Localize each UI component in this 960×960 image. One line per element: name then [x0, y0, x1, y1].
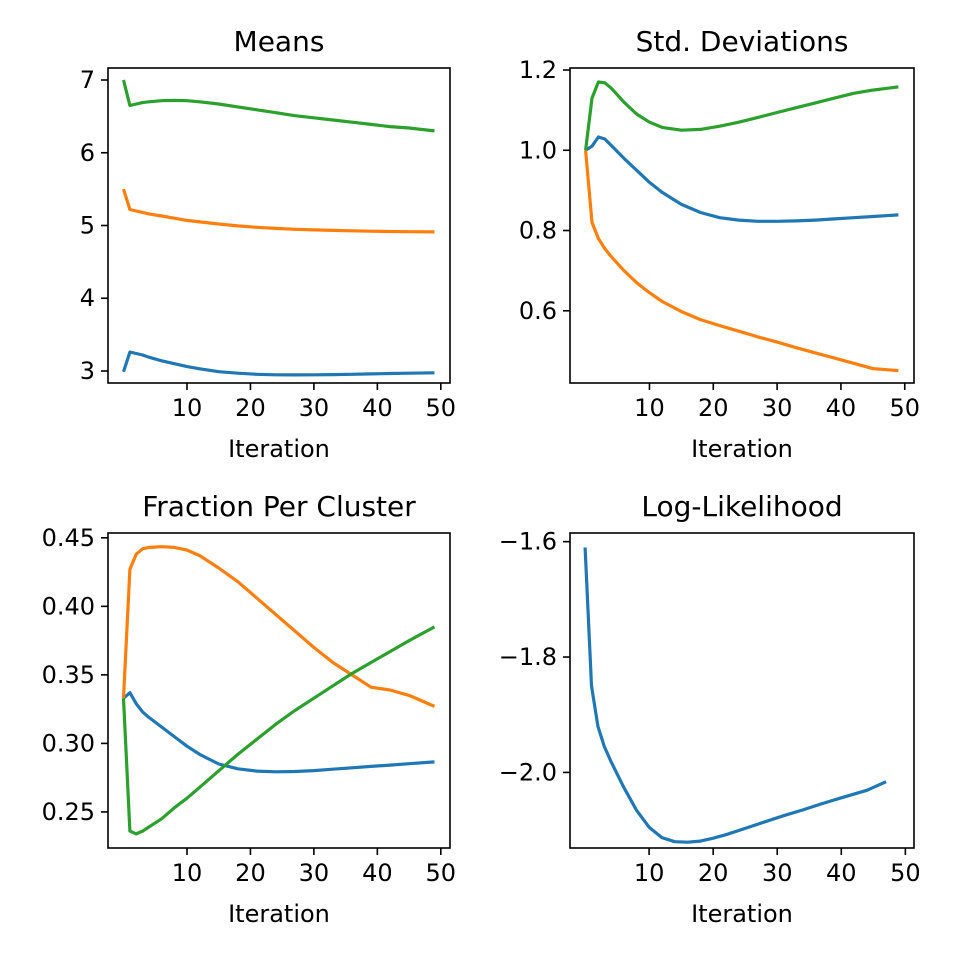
x-axis-label: Iteration — [228, 435, 330, 463]
subplot-1: Means 10 20 30 40 50 3 4 5 6 7 Iteration — [80, 25, 456, 463]
series-line-1 — [583, 547, 887, 844]
y-tick-label: 0.45 — [42, 524, 95, 552]
series-line-2 — [121, 188, 435, 234]
x-tick-label: 50 — [426, 859, 457, 887]
series-line-1 — [121, 350, 435, 377]
y-tick-label: 0.30 — [42, 729, 95, 757]
x-tick-label: 50 — [890, 859, 921, 887]
y-tick-label: 1.0 — [519, 136, 557, 164]
y-tick-label: 4 — [80, 284, 95, 312]
x-axis-label: Iteration — [691, 900, 793, 928]
x-tick-label: 30 — [299, 394, 330, 422]
x-tick-label: 20 — [235, 859, 266, 887]
x-tick-label: 30 — [762, 859, 793, 887]
x-tick-label: 40 — [362, 394, 393, 422]
x-tick-label: 20 — [698, 859, 729, 887]
y-tick-label: −2.0 — [499, 758, 557, 786]
x-tick-label: 20 — [698, 394, 729, 422]
x-tick-label: 50 — [889, 394, 920, 422]
y-tick-label: 0.40 — [42, 592, 95, 620]
y-tick-label: 3 — [80, 357, 95, 385]
subplot-3: Fraction Per Cluster 10 20 30 40 50 0.25 0.30 0.… — [42, 490, 457, 928]
chart-title: Std. Deviations — [636, 25, 849, 58]
x-tick-label: 10 — [172, 394, 203, 422]
y-tick-label: 0.6 — [519, 297, 557, 325]
series-line-3 — [584, 80, 899, 151]
x-tick-label: 40 — [362, 859, 393, 887]
axes-frame — [569, 532, 915, 849]
y-tick-label: 1.2 — [519, 56, 557, 84]
x-tick-label: 40 — [826, 859, 857, 887]
axes-frame — [107, 532, 451, 849]
series-line-1 — [122, 691, 435, 774]
y-tick-label: 5 — [80, 212, 95, 240]
series-line-3 — [121, 625, 436, 836]
y-tick-label: 7 — [80, 66, 95, 94]
x-tick-label: 10 — [634, 859, 665, 887]
y-tick-label: 0.8 — [519, 217, 557, 245]
series-line-1 — [584, 135, 899, 223]
x-tick-label: 30 — [762, 394, 793, 422]
series-line-2 — [584, 150, 899, 373]
axes-frame — [569, 67, 915, 384]
y-tick-label: −1.8 — [499, 643, 557, 671]
x-axis-label: Iteration — [691, 435, 793, 463]
x-axis-label: Iteration — [228, 900, 330, 928]
axes-frame — [107, 67, 451, 384]
chart-title: Fraction Per Cluster — [142, 490, 416, 523]
y-tick-label: 0.35 — [42, 661, 95, 689]
subplot-2: Std. Deviations 10 20 30 40 50 0.6 0.8 1.0 1.2 Ite… — [519, 25, 920, 463]
series-line-2 — [121, 545, 436, 708]
x-tick-label: 50 — [426, 394, 457, 422]
y-tick-label: 6 — [80, 139, 95, 167]
y-tick-label: 0.25 — [42, 798, 95, 826]
x-tick-label: 30 — [299, 859, 330, 887]
subplot-4: Log-Likelihood 10 20 30 40 50 −2.0 −1.8 −1.6 Iter… — [499, 490, 921, 928]
y-tick-label: −1.6 — [499, 528, 557, 556]
chart-title: Log-Likelihood — [641, 490, 842, 523]
chart-title: Means — [234, 25, 325, 58]
x-tick-label: 20 — [235, 394, 266, 422]
x-tick-label: 10 — [634, 394, 665, 422]
series-line-3 — [121, 79, 435, 133]
x-tick-label: 10 — [172, 859, 203, 887]
x-tick-label: 40 — [826, 394, 857, 422]
